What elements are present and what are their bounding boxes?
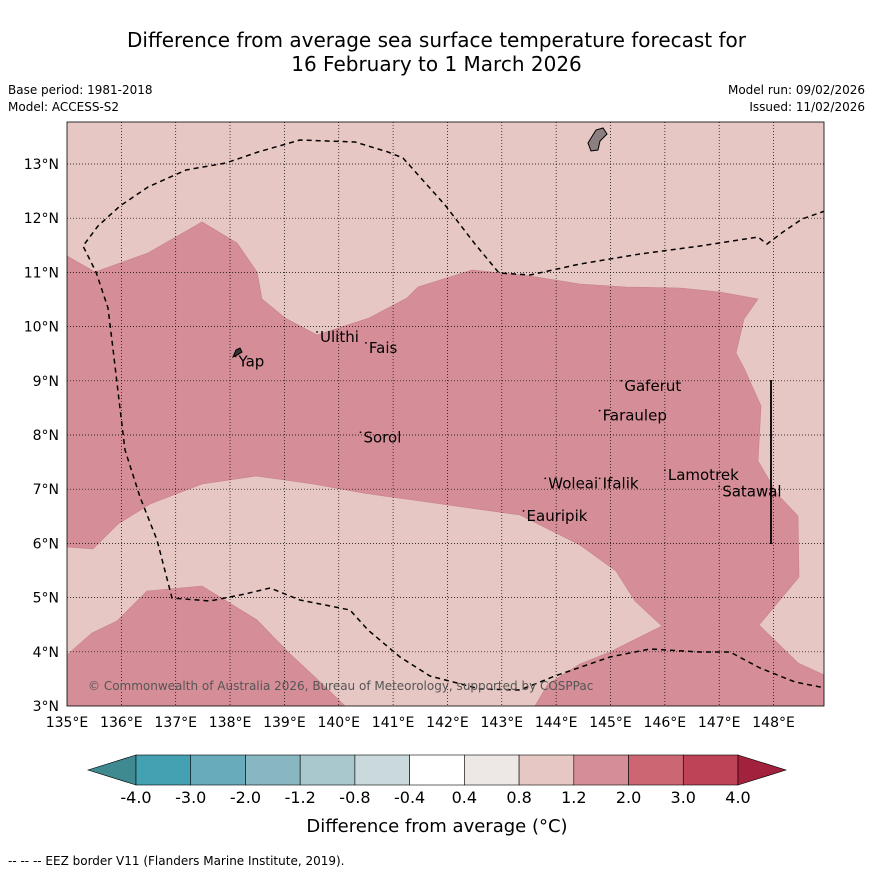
colorbar-swatch <box>135 754 192 786</box>
lon-tick-label: 148°E <box>752 715 795 731</box>
place-marker <box>663 469 666 472</box>
lon-tick-label: 144°E <box>535 715 578 731</box>
place-marker <box>316 331 318 333</box>
place-label: Fais <box>369 339 398 357</box>
colorbar-title: Difference from average (°C) <box>306 816 567 837</box>
model-name: Model: ACCESS-S2 <box>8 100 120 114</box>
guam-island <box>587 127 608 152</box>
place-label: Faraulep <box>603 407 667 425</box>
place-label: Sorol <box>363 428 401 446</box>
colorbar-tick-label: 3.0 <box>671 788 696 807</box>
place-label: Lamotrek <box>668 466 739 484</box>
anomaly-band-1-2-2-0-southwest <box>67 585 346 706</box>
colorbar-tick-label: 0.8 <box>506 788 531 807</box>
colorbar-tick-label: 1.2 <box>561 788 586 807</box>
colorbar-tick-label: -3.0 <box>175 788 206 807</box>
place-marker <box>365 341 367 344</box>
anomaly-band-1-2-2-0-main <box>67 221 824 706</box>
colorbar-swatch <box>464 754 520 786</box>
colorbar-tick-label: -0.4 <box>394 788 425 807</box>
lat-tick-label: 11°N <box>24 265 59 281</box>
place-marker <box>359 431 362 434</box>
colorbar-tick-label: 2.0 <box>616 788 641 807</box>
colorbar-swatch <box>409 754 465 786</box>
lon-tick-label: 140°E <box>317 715 360 731</box>
place-marker <box>598 477 601 480</box>
colorbar-under-arrow <box>86 754 137 786</box>
lat-tick-label: 5°N <box>33 591 59 607</box>
colorbar-tick-label: -1.2 <box>285 788 316 807</box>
issued-date: Issued: 11/02/2026 <box>749 100 865 114</box>
title-line-2: 16 February to 1 March 2026 <box>291 52 582 76</box>
colorbar-swatch <box>573 754 629 786</box>
lon-tick-label: 141°E <box>372 715 415 731</box>
place-labels: Yap Ulithi Fais Gaferut Faraulep Sorol Woleai I… <box>234 328 782 525</box>
place-label: Ulithi <box>320 328 359 346</box>
colorbar-tick-label: -2.0 <box>230 788 261 807</box>
colorbar-swatch <box>354 754 410 786</box>
lon-tick-label: 146°E <box>644 715 687 731</box>
map-area: Yap Ulithi Fais Gaferut Faraulep Sorol Woleai I… <box>67 122 824 706</box>
lat-tick-label: 9°N <box>33 374 59 390</box>
lon-tick-label: 143°E <box>481 715 524 731</box>
place-label: Eauripik <box>527 507 588 525</box>
colorbar: -4.0 -3.0 -2.0 -1.2 -0.8 -0.4 0.4 0.8 1.2 2.0 3.0 4… <box>86 754 788 807</box>
lat-tick-label: 6°N <box>33 536 59 552</box>
place-marker <box>544 477 547 480</box>
map-frame <box>66 121 825 707</box>
colorbar-tick-label: 0.4 <box>452 788 477 807</box>
lat-tick-label: 3°N <box>33 699 59 715</box>
model-run: Model run: 09/02/2026 <box>727 83 865 97</box>
lon-tick-label: 137°E <box>154 715 197 731</box>
longitude-ticks: 135°E 136°E 137°E 138°E 139°E 140°E 141°E 142°E… <box>46 715 795 731</box>
graticule <box>67 122 824 706</box>
place-label: Woleai <box>548 474 598 492</box>
colorbar-swatch <box>245 754 301 786</box>
colorbar-swatch <box>190 754 246 786</box>
place-label: Yap <box>237 352 264 370</box>
lat-tick-label: 10°N <box>24 320 59 336</box>
place-marker <box>522 509 525 512</box>
place-label: Satawal <box>722 482 781 500</box>
lon-tick-label: 145°E <box>589 715 632 731</box>
colorbar-tick-label: -0.8 <box>339 788 370 807</box>
lat-tick-label: 12°N <box>24 211 59 227</box>
colorbar-swatch <box>518 754 575 786</box>
eez-border <box>82 139 824 691</box>
place-label: Gaferut <box>624 377 681 395</box>
place-marker <box>234 355 237 358</box>
colorbar-swatch <box>628 754 684 786</box>
lon-tick-label: 135°E <box>46 715 89 731</box>
place-marker <box>718 485 721 488</box>
colorbar-over-arrow <box>737 754 788 786</box>
colorbar-tick-label: 4.0 <box>725 788 750 807</box>
lat-tick-label: 8°N <box>33 428 59 444</box>
lon-tick-label: 138°E <box>209 715 252 731</box>
colorbar-swatch <box>682 754 739 786</box>
title-line-1: Difference from average sea surface temp… <box>126 28 746 52</box>
lon-tick-label: 139°E <box>263 715 306 731</box>
lat-tick-label: 7°N <box>33 482 59 498</box>
lat-tick-label: 4°N <box>33 645 59 661</box>
map-copyright: © Commonwealth of Australia 2026, Bureau… <box>88 679 593 693</box>
colorbar-swatch <box>299 754 356 786</box>
yap-island <box>232 347 243 359</box>
base-period: Base period: 1981-2018 <box>8 83 153 97</box>
place-marker <box>620 379 623 382</box>
lon-tick-label: 142°E <box>426 715 469 731</box>
place-marker <box>598 409 601 412</box>
place-label: Ifalik <box>603 474 639 492</box>
lon-tick-label: 136°E <box>100 715 143 731</box>
footnote: -- -- -- EEZ border V11 (Flanders Marine… <box>8 854 345 868</box>
lon-tick-label: 147°E <box>698 715 741 731</box>
latitude-ticks: 3°N 4°N 5°N 6°N 7°N 8°N 9°N 10°N 11°N 12°N 13°N <box>24 157 59 715</box>
lat-tick-label: 13°N <box>24 157 59 173</box>
colorbar-tick-label: -4.0 <box>120 788 151 807</box>
